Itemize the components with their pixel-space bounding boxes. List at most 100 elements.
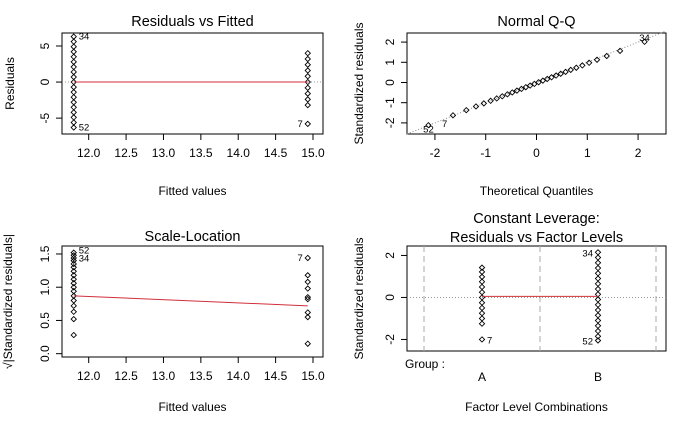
panel-0-y-tick-label: 0 [38,78,52,85]
plot-frame-residuals-vs-fitted [61,32,324,135]
point-label: 34 [639,33,650,44]
panel-2-x-tick-label: 14.5 [264,369,288,383]
panel-1-x-tick-label: -2 [430,146,441,160]
data-point [304,61,312,68]
qq-data-point [463,106,470,114]
y-axis-label: Residuals [3,57,17,110]
panel-2-x-tick-label: 13.5 [189,369,213,383]
y-axis-label: Standardized residuals [352,22,366,144]
data-point [478,264,486,271]
data-point [70,279,77,287]
data-point [70,272,77,279]
data-point [304,313,312,321]
qq-data-point [579,62,586,69]
data-point [304,101,312,109]
chart-title: Normal Q-Q [497,14,575,30]
data-point [478,288,486,296]
panel-3-y-tick-label: -2 [383,334,397,345]
smoother-line [73,295,308,307]
qq-data-point [562,68,569,76]
qq-data-point [487,97,494,105]
data-point [594,264,602,272]
data-point [478,320,486,327]
qq-data-point [499,93,506,100]
data-point [70,302,77,310]
chart-subtitle: Residuals vs Factor Levels [450,230,623,246]
panel-0-y-tick-label: -5 [38,112,52,123]
data-point [304,254,312,262]
point-label: 7 [487,335,492,346]
y-axis-label: Standardized residuals [352,237,366,359]
data-point [478,299,486,306]
panel-0-x-tick-label: 14.0 [227,146,251,160]
data-point [70,257,77,264]
qq-data-point [504,91,511,98]
factor-level-label: A [478,370,486,384]
qq-data-point [552,72,560,79]
qq-data-point [616,47,624,55]
data-point [70,308,77,316]
qq-data-point [593,56,601,63]
qq-data-point [425,121,432,129]
qq-data-point [509,89,516,96]
data-point [70,124,77,131]
data-point [70,264,77,271]
data-point [304,49,312,57]
panel-1-y-tick-label: 1 [383,59,397,66]
panel-1-y-tick-label: 2 [383,38,397,45]
panel-2-x-tick-label: 14.0 [227,369,251,383]
data-point [304,73,312,80]
point-label: 52 [79,123,90,134]
qq-data-point [493,95,500,102]
data-point [70,283,77,291]
panel-0-x-tick-label: 13.5 [189,146,213,160]
plot-frame-scale-location [61,245,324,358]
chart-title: Scale-Location [145,229,241,245]
qq-data-point [603,52,610,60]
point-label: 52 [79,246,90,257]
data-point [70,315,77,323]
point-label: 7 [297,119,302,130]
qq-data-point [480,100,488,107]
factor-group-label: Group : [405,357,445,371]
chart-title: Residuals vs Fitted [131,14,254,30]
x-axis-label: Fitted values [158,184,226,198]
point-label: 52 [423,125,434,136]
panel-1-y-tick-label: 0 [383,79,397,86]
point-label: 52 [582,337,593,348]
qq-data-point [531,80,538,88]
data-point [594,317,602,324]
qq-data-point [513,87,521,94]
point-label: 7 [442,119,447,130]
panel-0-x-tick-label: 12.0 [77,146,101,160]
data-point [70,331,77,339]
data-point [594,254,602,261]
data-point [478,336,486,343]
panel-2-y-tick-label: 1.5 [38,245,52,262]
panel-2-x-tick-label: 15.0 [301,369,325,383]
data-point [70,268,77,275]
panel-1-x-tick-label: -1 [480,146,491,160]
data-point [304,295,312,303]
data-point [478,309,486,317]
panel-2-y-tick-label: 1.0 [38,279,52,296]
data-point [70,254,77,262]
qq-data-point [518,85,525,93]
qq-data-point [557,70,564,77]
data-point [304,55,312,63]
panel-1-x-tick-label: 0 [533,146,540,160]
plot-frame-constant-leverage [406,245,667,352]
data-point [594,249,602,256]
panel-0-x-tick-label: 13.0 [152,146,176,160]
x-axis-label: Theoretical Quantiles [480,184,593,198]
panel-3-y-tick-label: 0 [383,294,397,301]
qq-data-point [526,82,534,89]
qq-data-point [449,112,457,119]
qq-data-point [641,38,648,46]
panel-2-x-tick-label: 12.5 [114,369,138,383]
qq-data-point [539,77,547,84]
panel-2-y-tick-label: 0.0 [38,345,52,362]
qq-data-point [567,66,574,74]
qq-data-point [522,83,530,91]
